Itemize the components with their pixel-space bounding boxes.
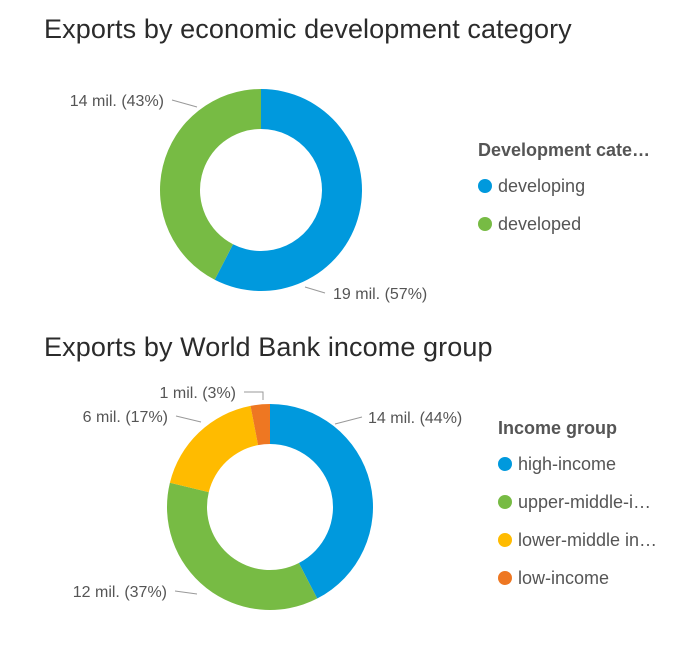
donut-chart-income-group: 14 mil. (44%) 12 mil. (37%) 6 mil. (17%) 1 …: [73, 385, 462, 610]
chart-title: Exports by World Bank income group: [44, 332, 493, 362]
legend-swatch: [498, 457, 512, 471]
legend-label: developing: [498, 175, 586, 196]
legend-label: developed: [498, 213, 582, 234]
slice-lower-middle-in[interactable]: [169, 405, 259, 493]
chart-development: Exports by economic development category…: [0, 0, 692, 318]
legend: Income group high-income upper-middle-i… l…: [498, 418, 657, 603]
legend-label: low-income: [518, 567, 610, 588]
chart-income-group: Exports by World Bank income group 14 mi…: [0, 318, 692, 662]
legend: Development cate… developing developed: [478, 140, 650, 249]
legend-item[interactable]: low-income: [498, 565, 657, 591]
data-label: 12 mil. (37%): [73, 584, 167, 601]
legend-label: high-income: [518, 453, 617, 474]
legend-swatch: [498, 495, 512, 509]
slice-low-income[interactable]: [250, 404, 270, 446]
data-label: 14 mil. (44%): [368, 410, 462, 427]
donut-chart-development: 19 mil. (57%) 14 mil. (43%): [70, 89, 427, 303]
leader-line: [175, 415, 202, 423]
leader-line: [174, 590, 198, 595]
chart-title: Exports by economic development category: [44, 14, 572, 44]
legend-label: upper-middle-i…: [518, 491, 652, 512]
legend-item[interactable]: lower-middle in…: [498, 527, 657, 553]
legend-item[interactable]: developing: [478, 173, 650, 199]
legend-item[interactable]: high-income: [498, 451, 657, 477]
leader-line: [334, 416, 363, 425]
legend-title: Income group: [498, 418, 618, 438]
leader-line: [304, 286, 326, 294]
data-label: 19 mil. (57%): [333, 286, 427, 303]
legend-swatch: [498, 571, 512, 585]
legend-item[interactable]: upper-middle-i…: [498, 489, 657, 515]
legend-swatch: [498, 533, 512, 547]
legend-label: lower-middle in…: [518, 529, 658, 550]
slice-high-income[interactable]: [270, 404, 373, 599]
data-label: 6 mil. (17%): [83, 409, 168, 426]
legend-item[interactable]: developed: [478, 211, 650, 237]
legend-swatch: [478, 217, 492, 231]
data-label: 14 mil. (43%): [70, 93, 164, 110]
leader-line: [171, 99, 198, 108]
slice-developing[interactable]: [214, 89, 363, 292]
leader-line: [244, 391, 264, 400]
slice-upper-middle-i[interactable]: [167, 482, 318, 610]
legend-swatch: [478, 179, 492, 193]
slice-developed[interactable]: [160, 89, 261, 280]
legend-title: Development cate…: [478, 140, 651, 160]
data-label: 1 mil. (3%): [160, 385, 236, 402]
